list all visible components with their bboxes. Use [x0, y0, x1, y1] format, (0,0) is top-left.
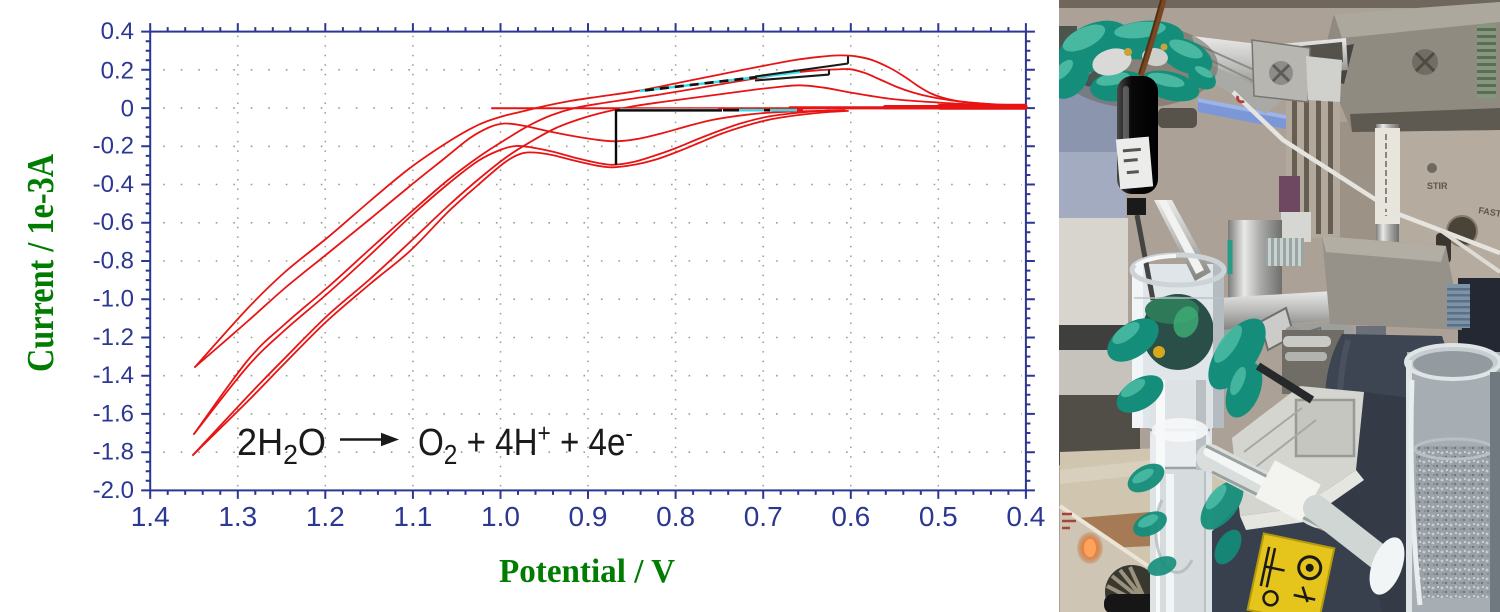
svg-text:0.9: 0.9 [569, 501, 608, 532]
svg-text:-0.2: -0.2 [93, 133, 134, 160]
svg-text:1.3: 1.3 [218, 501, 257, 532]
svg-text:1.2: 1.2 [306, 501, 345, 532]
svg-text:1.4: 1.4 [131, 501, 170, 532]
svg-text:0.6: 0.6 [831, 501, 870, 532]
svg-text:-1.8: -1.8 [93, 439, 134, 466]
svg-text:0.4: 0.4 [1006, 501, 1045, 532]
svg-text:-1.4: -1.4 [93, 362, 134, 389]
svg-text:STIR: STIR [1427, 181, 1448, 191]
svg-text:0.5: 0.5 [919, 501, 958, 532]
svg-text:0: 0 [121, 96, 134, 123]
svg-text:FAST: FAST [1478, 205, 1500, 219]
svg-text:0.7: 0.7 [744, 501, 783, 532]
svg-text:Potential / V: Potential / V [499, 553, 675, 590]
svg-text:-0.8: -0.8 [93, 247, 134, 274]
svg-text:Current / 1e-3A: Current / 1e-3A [20, 154, 62, 372]
svg-text:-0.4: -0.4 [93, 171, 134, 198]
svg-text:0.4: 0.4 [101, 18, 134, 45]
svg-text:-1.2: -1.2 [93, 324, 134, 351]
svg-text:-2.0: -2.0 [93, 477, 134, 504]
svg-text:0.2: 0.2 [101, 57, 134, 84]
svg-text:0.8: 0.8 [656, 501, 695, 532]
svg-text:-0.6: -0.6 [93, 209, 134, 236]
svg-text:-1.6: -1.6 [93, 400, 134, 427]
svg-text:1.0: 1.0 [481, 501, 520, 532]
svg-text:1.1: 1.1 [393, 501, 432, 532]
svg-text:-1.0: -1.0 [93, 286, 134, 313]
svg-text:2H2O: 2H2O [237, 422, 326, 470]
